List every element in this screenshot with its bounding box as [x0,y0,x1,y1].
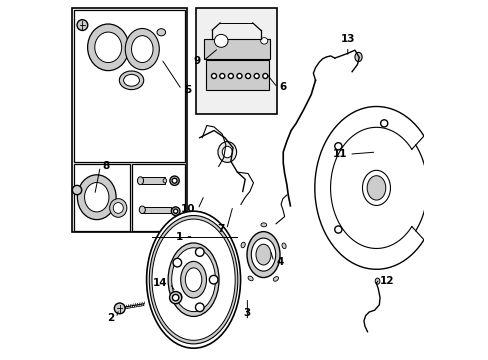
Circle shape [171,207,180,216]
Text: 6: 6 [279,82,286,93]
Ellipse shape [261,223,266,227]
Circle shape [169,176,179,185]
Ellipse shape [131,36,153,63]
FancyBboxPatch shape [204,40,270,59]
Circle shape [173,292,181,301]
Circle shape [380,120,387,127]
Circle shape [237,73,242,78]
Ellipse shape [125,28,159,70]
Ellipse shape [95,32,122,63]
Circle shape [169,292,182,304]
FancyBboxPatch shape [74,10,185,162]
Text: 11: 11 [332,149,346,159]
Ellipse shape [157,29,165,36]
FancyBboxPatch shape [132,164,185,231]
Ellipse shape [214,35,227,47]
Ellipse shape [241,242,244,248]
Text: 12: 12 [379,276,394,286]
Circle shape [172,178,177,183]
Ellipse shape [109,199,126,217]
Circle shape [245,73,250,78]
Circle shape [195,303,203,312]
Text: 1: 1 [176,232,183,242]
Ellipse shape [119,71,143,90]
Ellipse shape [180,261,206,298]
Circle shape [334,143,341,150]
Circle shape [262,73,267,78]
Circle shape [219,73,224,78]
Circle shape [209,275,218,284]
Ellipse shape [84,183,109,212]
Ellipse shape [113,203,123,213]
Ellipse shape [149,216,237,344]
Text: 8: 8 [102,161,109,171]
Circle shape [254,73,259,78]
Ellipse shape [218,141,236,162]
Ellipse shape [146,211,240,348]
Ellipse shape [251,238,275,271]
Circle shape [173,258,181,267]
Text: 14: 14 [153,278,167,288]
Text: 5: 5 [183,85,191,95]
Ellipse shape [77,175,116,220]
Ellipse shape [273,276,278,281]
Ellipse shape [171,248,215,312]
Text: 7: 7 [217,225,224,234]
Circle shape [114,303,125,314]
Circle shape [172,294,179,301]
Text: 3: 3 [243,309,250,318]
Ellipse shape [222,146,232,158]
Ellipse shape [255,244,270,265]
Ellipse shape [163,179,166,183]
Circle shape [77,20,88,31]
FancyBboxPatch shape [74,164,130,231]
Circle shape [173,209,178,213]
Circle shape [195,248,203,256]
FancyBboxPatch shape [196,8,276,114]
Ellipse shape [87,24,128,71]
Circle shape [72,185,81,195]
FancyBboxPatch shape [72,8,187,232]
Circle shape [334,226,341,233]
FancyBboxPatch shape [99,26,156,66]
Ellipse shape [362,170,389,206]
Ellipse shape [374,278,379,284]
Ellipse shape [185,268,202,292]
Ellipse shape [354,52,362,62]
Ellipse shape [247,276,253,281]
Ellipse shape [139,206,145,213]
FancyBboxPatch shape [206,60,268,90]
Text: 13: 13 [340,35,354,44]
Circle shape [228,73,233,78]
Ellipse shape [260,38,267,44]
FancyBboxPatch shape [140,177,164,184]
Text: 9: 9 [194,56,201,66]
Ellipse shape [152,219,235,340]
Ellipse shape [137,177,143,185]
Ellipse shape [246,231,280,278]
Text: 10: 10 [181,204,195,215]
Ellipse shape [168,243,219,316]
Ellipse shape [282,243,285,249]
Circle shape [211,73,216,78]
Text: 4: 4 [276,257,283,267]
Text: 2: 2 [106,313,114,323]
FancyBboxPatch shape [142,207,171,213]
Ellipse shape [123,75,139,86]
Ellipse shape [366,176,385,200]
